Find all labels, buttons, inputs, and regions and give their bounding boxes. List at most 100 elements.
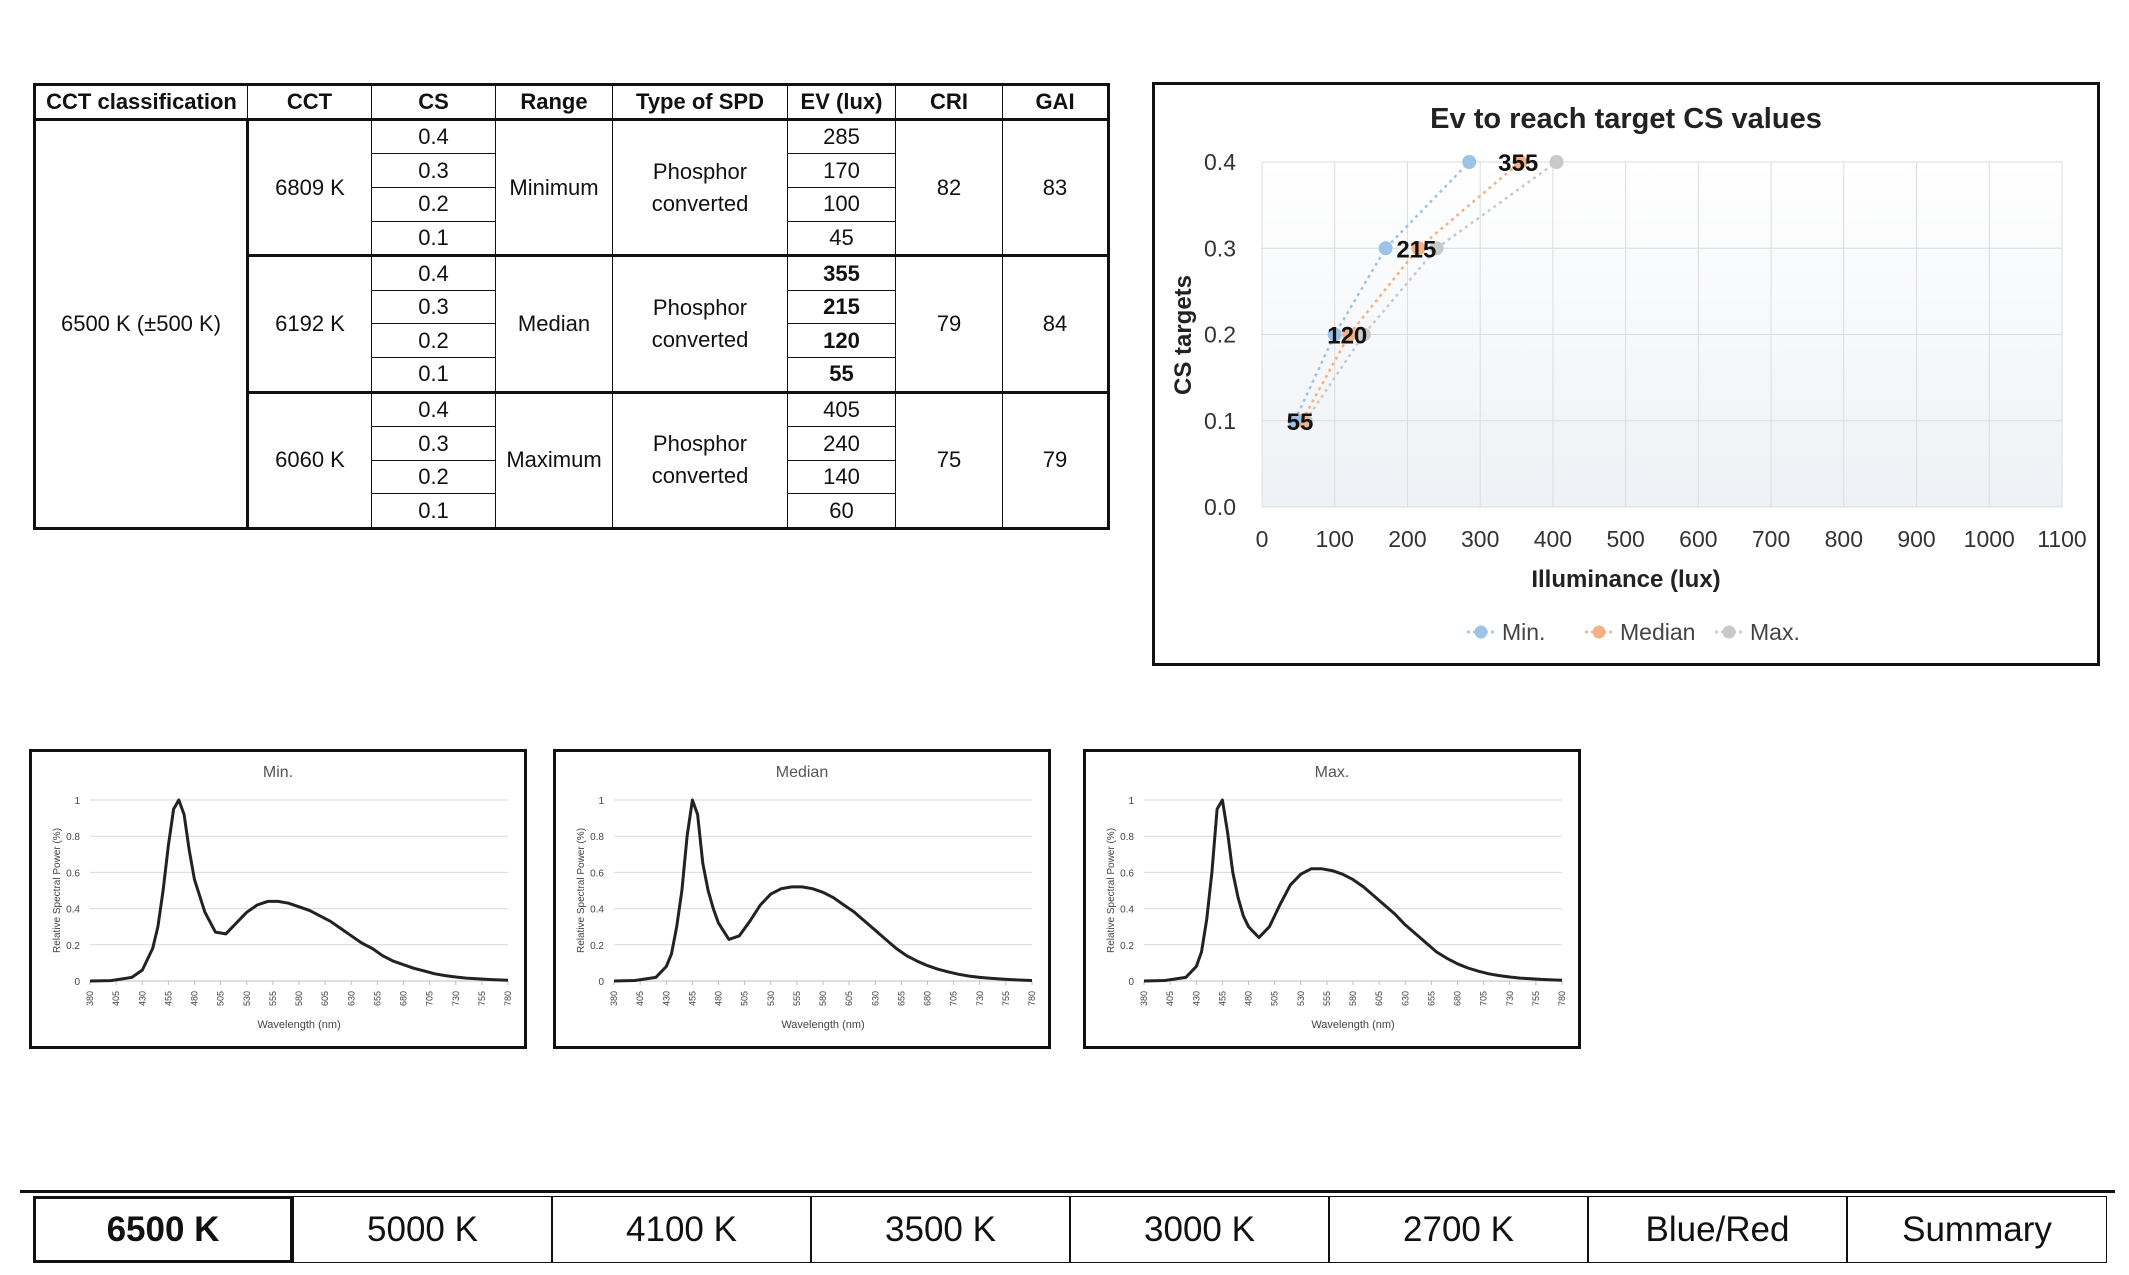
spd-x-tick-label: 380 xyxy=(1139,991,1149,1006)
spd-median-panel: Median 0 0.2 0.4 0.6 0.8 1 380 405 430 455 480 505 53… xyxy=(553,749,1051,1049)
spd-x-tick-label: 680 xyxy=(1453,991,1463,1006)
header-cs: CS xyxy=(371,84,496,121)
cs-cell: 0.4 xyxy=(371,254,496,291)
spd-line-1: Phosphor xyxy=(652,295,748,321)
spd-x-tick-label: 480 xyxy=(714,991,724,1006)
data-point xyxy=(1287,413,1302,428)
spd-x-tick-label: 505 xyxy=(1270,991,1280,1006)
spd-x-tick-label: 780 xyxy=(503,991,513,1006)
ev-cs-chart: Ev to reach target CS values 0 100 200 300 40… xyxy=(1170,103,2087,645)
data-point xyxy=(1356,327,1371,342)
spd-x-tick-label: 705 xyxy=(1479,991,1489,1006)
ev-cell: 60 xyxy=(787,493,896,529)
spd-x-tick-label: 505 xyxy=(740,991,750,1006)
cs-cell: 0.3 xyxy=(371,426,496,461)
range-cell: Maximum xyxy=(495,390,613,530)
ev-cell: 285 xyxy=(787,117,896,155)
tab-4100k[interactable]: 4100 K xyxy=(552,1196,811,1263)
spd-chart-title: Min. xyxy=(263,764,293,781)
spd-x-tick-label: 680 xyxy=(923,991,933,1006)
table-row: 0.2 120 xyxy=(35,323,1109,358)
spd-x-tick-label: 455 xyxy=(163,991,173,1006)
x-tick-label: 0 xyxy=(1256,526,1269,552)
ev-cell: 45 xyxy=(787,220,896,257)
spd-x-tick-label: 730 xyxy=(451,991,461,1006)
y-tick-label: 0.1 xyxy=(1204,408,1236,434)
ev-cs-chart-panel: Ev to reach target CS values 0 100 200 300 40… xyxy=(1152,82,2100,666)
legend-swatch-marker xyxy=(1592,625,1606,639)
tab-3500k[interactable]: 3500 K xyxy=(811,1196,1070,1263)
spd-x-tick-label: 630 xyxy=(1400,991,1410,1006)
data-point xyxy=(1429,241,1444,256)
spd-x-axis-label: Wavelength (nm) xyxy=(257,1019,340,1031)
spd-curve xyxy=(613,798,1033,983)
data-point xyxy=(1327,327,1342,342)
table-row: 0.2 140 xyxy=(35,459,1109,495)
spd-y-tick-label: 0 xyxy=(598,977,604,988)
tab-blue-red[interactable]: Blue/Red xyxy=(1588,1196,1847,1263)
spd-x-tick-label: 505 xyxy=(216,991,226,1006)
tab-2700k[interactable]: 2700 K xyxy=(1329,1196,1588,1263)
cs-cell: 0.2 xyxy=(371,323,496,358)
tab-5000k[interactable]: 5000 K xyxy=(293,1196,552,1263)
spd-x-tick-label: 580 xyxy=(1348,991,1358,1006)
cct-cell: 6809 K xyxy=(246,117,372,257)
cs-cell: 0.2 xyxy=(371,459,496,495)
spd-x-tick-label: 405 xyxy=(1165,991,1175,1006)
x-tick-label: 100 xyxy=(1316,526,1354,552)
cri-cell: 82 xyxy=(895,117,1003,257)
cs-cell: 0.4 xyxy=(371,390,496,428)
cs-data-table: CCT classification CCT CS Range Type of … xyxy=(33,83,1110,530)
data-point xyxy=(1378,241,1393,256)
spd-x-tick-label: 430 xyxy=(137,991,147,1006)
spd-x-axis-label: Wavelength (nm) xyxy=(781,1019,864,1031)
spd-x-tick-label: 655 xyxy=(372,991,382,1006)
data-label: 355 xyxy=(1498,150,1538,177)
sheet-tab-bar: 6500 K 5000 K 4100 K 3500 K 3000 K 2700 … xyxy=(20,1190,2115,1263)
spd-line-1: Phosphor xyxy=(652,158,748,184)
spd-x-tick-label: 530 xyxy=(1296,991,1306,1006)
ev-cell: 140 xyxy=(787,459,896,495)
legend-swatch-marker xyxy=(1474,625,1488,639)
spd-x-axis-label: Wavelength (nm) xyxy=(1311,1019,1394,1031)
spd-x-tick-label: 630 xyxy=(870,991,880,1006)
spd-x-tick-label: 380 xyxy=(85,991,95,1006)
gai-cell: 84 xyxy=(1002,254,1109,393)
header-cct: CCT xyxy=(247,84,372,121)
table-row: 6500 K (±500 K) 6809 K 0.4 Minimum Phosp… xyxy=(34,117,1109,530)
x-tick-label: 400 xyxy=(1534,526,1572,552)
spd-x-tick-label: 405 xyxy=(635,991,645,1006)
header-cct-classification: CCT classification xyxy=(34,84,248,121)
header-range: Range xyxy=(495,84,613,121)
tab-summary[interactable]: Summary xyxy=(1847,1196,2107,1263)
cs-cell: 0.1 xyxy=(371,356,496,393)
tab-6500k[interactable]: 6500 K xyxy=(33,1196,293,1263)
x-tick-label: 1000 xyxy=(1964,526,2015,552)
spd-curve xyxy=(89,798,509,983)
spd-y-axis-label: Relative Spectral Power (%) xyxy=(52,828,63,953)
y-tick-label: 0.4 xyxy=(1204,149,1236,175)
spd-x-tick-label: 530 xyxy=(766,991,776,1006)
table-row: 6192 K 0.4 Median Phosphor converted 355 … xyxy=(35,254,1109,393)
series-line-median xyxy=(1300,161,1521,422)
cct-cell: 6060 K xyxy=(246,390,372,530)
spd-y-tick-label: 1 xyxy=(1128,796,1134,807)
spd-y-tick-label: 0.8 xyxy=(590,832,604,843)
table-row: 0.1 60 xyxy=(35,493,1109,529)
data-point xyxy=(1342,327,1357,342)
spd-x-tick-label: 580 xyxy=(818,991,828,1006)
spd-x-tick-label: 780 xyxy=(1557,991,1567,1006)
tab-3000k[interactable]: 3000 K xyxy=(1070,1196,1329,1263)
x-tick-label: 500 xyxy=(1606,526,1644,552)
spd-chart-title: Max. xyxy=(1315,764,1350,781)
spd-x-tick-label: 730 xyxy=(1505,991,1515,1006)
spd-y-tick-label: 0.6 xyxy=(66,868,80,879)
spd-x-tick-label: 555 xyxy=(268,991,278,1006)
legend-label: Median xyxy=(1620,619,1695,645)
table-header-row: CCT classification CCT CS Range Type of … xyxy=(34,84,1109,121)
cs-cell: 0.3 xyxy=(371,153,496,189)
x-tick-label: 300 xyxy=(1461,526,1499,552)
legend-label: Max. xyxy=(1750,619,1800,645)
x-tick-label: 200 xyxy=(1388,526,1426,552)
spd-x-tick-label: 755 xyxy=(1531,991,1541,1006)
